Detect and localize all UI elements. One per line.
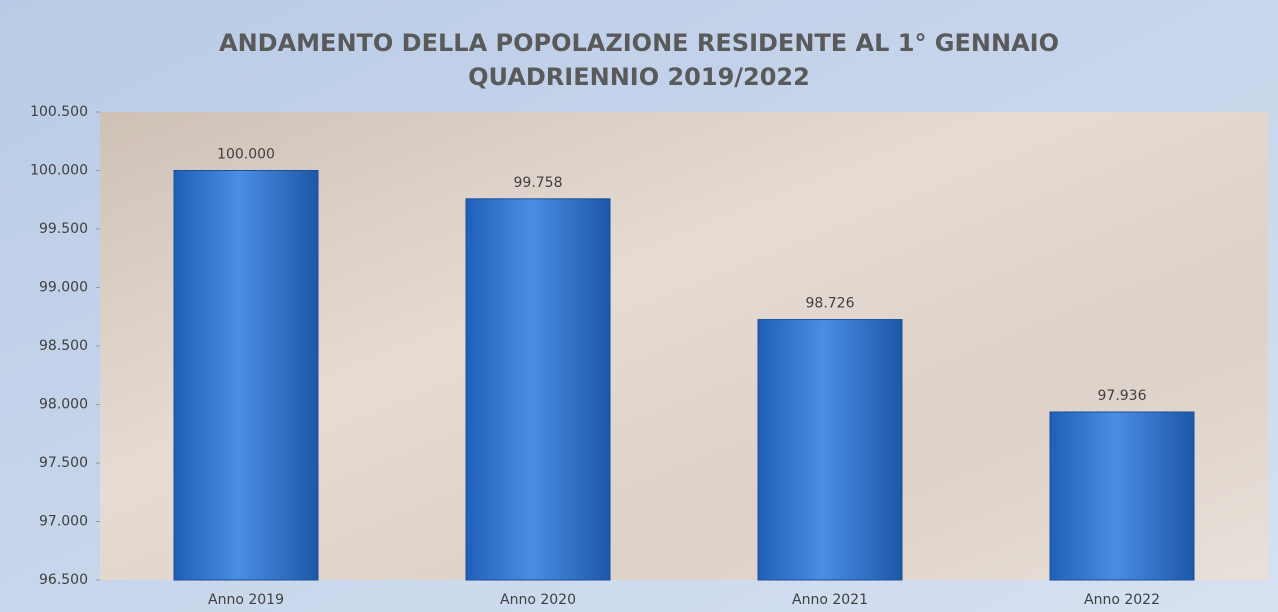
y-tick-label: 97.000 (39, 514, 88, 530)
value-label: 100.000 (217, 147, 275, 163)
bar (465, 198, 611, 581)
x-tick-label: Anno 2022 (1084, 592, 1160, 608)
value-label: 97.936 (1098, 388, 1147, 404)
y-tick-label: 99.500 (39, 221, 88, 237)
bar (1049, 411, 1195, 581)
y-tick-label: 100.000 (30, 163, 88, 179)
y-tick-label: 98.500 (39, 338, 88, 354)
bar (173, 170, 319, 581)
x-tick-label: Anno 2020 (500, 592, 576, 608)
bar (757, 319, 903, 581)
y-tick-label: 97.500 (39, 455, 88, 471)
x-tick-label: Anno 2021 (792, 592, 868, 608)
value-label: 98.726 (806, 296, 855, 312)
x-tick-label: Anno 2019 (208, 592, 284, 608)
chart-title: ANDAMENTO DELLA POPOLAZIONE RESIDENTE AL… (219, 29, 1059, 57)
chart-subtitle: QUADRIENNIO 2019/2022 (468, 63, 810, 91)
y-tick-label: 100.500 (30, 104, 88, 120)
value-label: 99.758 (514, 175, 563, 191)
y-tick-label: 96.500 (39, 572, 88, 588)
y-tick-label: 98.000 (39, 397, 88, 413)
y-tick-label: 99.000 (39, 280, 88, 296)
